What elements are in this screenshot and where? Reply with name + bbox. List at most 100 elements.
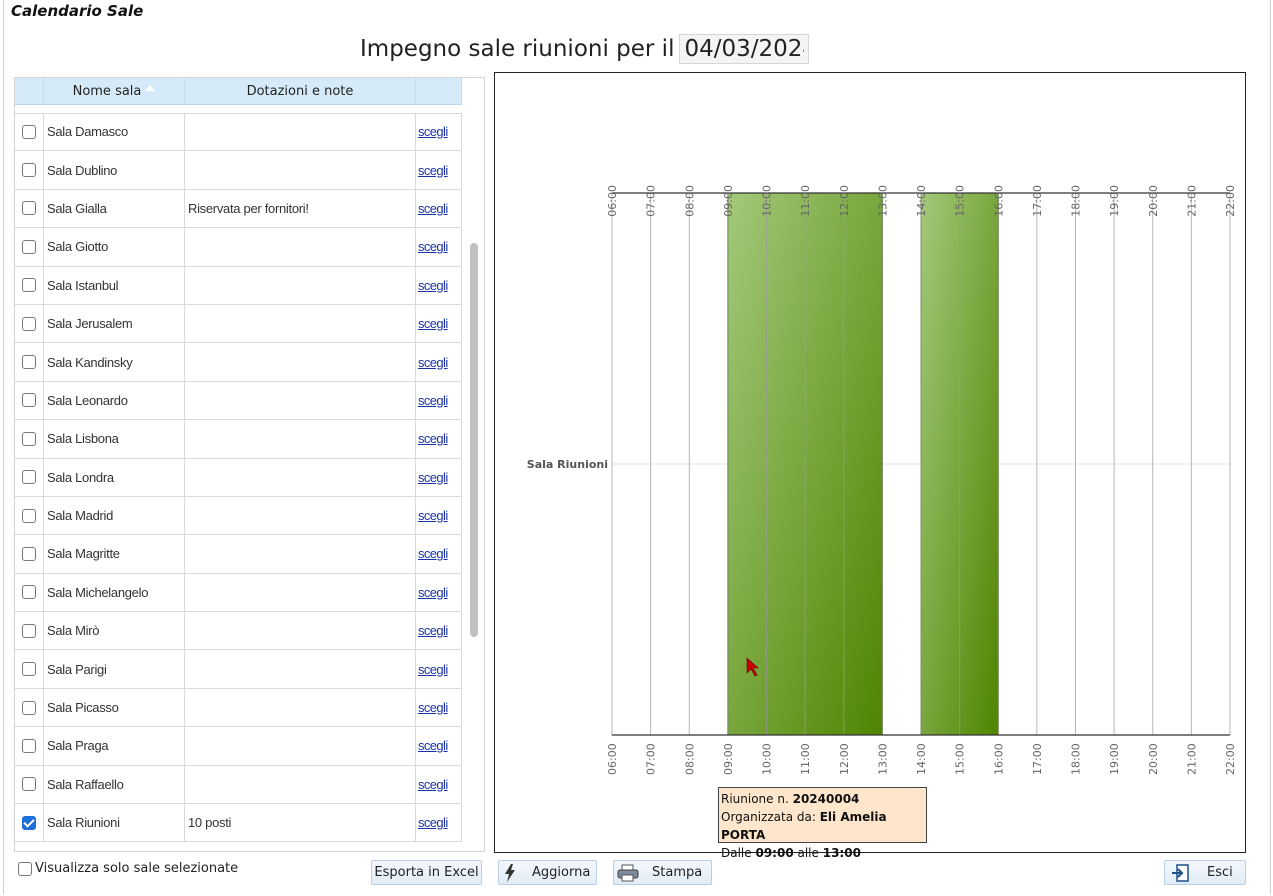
only-selected-label: Visualizza solo sale selezionate — [35, 861, 239, 876]
choose-room-link[interactable]: scegli — [418, 623, 448, 639]
table-row[interactable]: Sala Londra scegli — [15, 458, 462, 497]
room-notes-cell — [185, 688, 416, 727]
hour-label-top: 22:00 — [1224, 185, 1237, 217]
hour-label-top: 12:00 — [838, 185, 851, 217]
table-row[interactable]: Sala Praga scegli — [15, 727, 462, 766]
row-checkbox[interactable] — [22, 508, 36, 523]
table-row[interactable]: Sala Damasco scegli — [15, 113, 462, 152]
hour-label-bottom: 22:00 — [1224, 743, 1237, 775]
table-row[interactable]: Sala Michelangelo scegli — [15, 573, 462, 613]
row-checkbox[interactable] — [22, 316, 36, 331]
table-row[interactable]: Sala Gialla Riservata per fornitori! scegl… — [15, 189, 462, 229]
table-row[interactable]: Sala Leonardo scegli — [15, 381, 462, 421]
row-checkbox[interactable] — [22, 662, 36, 677]
table-row[interactable]: Sala Madrid scegli — [15, 496, 462, 536]
choose-room-link[interactable]: scegli — [418, 661, 448, 677]
date-input[interactable] — [679, 34, 810, 64]
row-checkbox[interactable] — [22, 623, 36, 638]
choose-room-link[interactable]: scegli — [418, 316, 448, 332]
choose-room-link[interactable]: scegli — [418, 700, 448, 716]
row-checkbox[interactable] — [22, 355, 36, 370]
row-checkbox[interactable] — [22, 124, 36, 139]
choose-room-link[interactable]: scegli — [418, 354, 448, 370]
choose-room-link[interactable]: scegli — [418, 508, 448, 524]
room-notes-cell — [185, 727, 416, 765]
header-notes[interactable]: Dotazioni e note — [185, 78, 416, 104]
row-checkbox[interactable] — [22, 278, 36, 293]
row-divider — [15, 113, 462, 114]
row-checkbox[interactable] — [22, 163, 36, 178]
table-row[interactable]: Sala Kandinsky scegli — [15, 343, 462, 382]
row-checkbox[interactable] — [22, 470, 36, 485]
row-checkbox[interactable] — [22, 431, 36, 446]
room-notes-cell: 10 posti — [185, 804, 416, 842]
choose-room-link[interactable]: scegli — [418, 277, 448, 293]
choose-room-link[interactable]: scegli — [418, 162, 448, 178]
hour-label-top: 09:00 — [722, 185, 735, 217]
choose-room-link[interactable]: scegli — [418, 776, 448, 792]
grid-scrollbar[interactable] — [462, 78, 484, 851]
table-row[interactable]: Sala Lisbona scegli — [15, 420, 462, 459]
row-checkbox[interactable] — [22, 815, 36, 830]
table-row[interactable]: Sala Raffaello scegli — [15, 765, 462, 805]
hour-label-bottom: 07:00 — [645, 743, 658, 775]
table-row[interactable]: Sala Jerusalem scegli — [15, 304, 462, 344]
room-action-cell: scegli — [416, 535, 462, 573]
hour-label-bottom: 17:00 — [1031, 743, 1044, 775]
row-checkbox[interactable] — [22, 700, 36, 715]
table-row[interactable]: Sala Istanbul scegli — [15, 266, 462, 305]
heading-label: Impegno sale riunioni per il — [360, 36, 675, 62]
room-notes-cell — [185, 266, 416, 304]
choose-room-link[interactable]: scegli — [418, 815, 448, 831]
only-selected-toggle[interactable]: Visualizza solo sale selezionate — [18, 861, 238, 876]
choose-room-link[interactable]: scegli — [418, 124, 448, 140]
hour-label-top: 11:00 — [799, 185, 812, 217]
room-name-cell: Sala Mirò — [44, 612, 185, 650]
hour-label-top: 19:00 — [1108, 185, 1121, 217]
room-name-cell: Sala Michelangelo — [44, 573, 185, 612]
row-checkbox[interactable] — [22, 546, 36, 561]
row-checkbox[interactable] — [22, 393, 36, 408]
grid-scroll-thumb[interactable] — [470, 243, 478, 637]
table-row[interactable]: Sala Giotto scegli — [15, 228, 462, 267]
row-checkbox[interactable] — [22, 201, 36, 216]
room-notes-cell — [185, 573, 416, 612]
refresh-button[interactable]: Aggiorna — [498, 860, 597, 885]
row-checkbox[interactable] — [22, 777, 36, 792]
row-select-cell — [15, 727, 44, 765]
table-row[interactable]: Sala Mirò scegli — [15, 612, 462, 651]
tooltip-meeting-number: 20240004 — [792, 792, 860, 806]
choose-room-link[interactable]: scegli — [418, 546, 448, 562]
choose-room-link[interactable]: scegli — [418, 431, 448, 447]
exit-button[interactable]: Esci — [1164, 860, 1246, 885]
table-row[interactable]: Sala Picasso scegli — [15, 688, 462, 728]
row-checkbox[interactable] — [22, 239, 36, 254]
choose-room-link[interactable]: scegli — [418, 239, 448, 255]
room-name-cell: Sala Dublino — [44, 151, 185, 189]
room-notes-cell — [185, 151, 416, 189]
row-checkbox[interactable] — [22, 585, 36, 600]
choose-room-link[interactable]: scegli — [418, 738, 448, 754]
choose-room-link[interactable]: scegli — [418, 200, 448, 216]
room-action-cell: scegli — [416, 151, 462, 189]
choose-room-link[interactable]: scegli — [418, 469, 448, 485]
row-checkbox[interactable] — [22, 738, 36, 753]
tooltip-line-organizer: Organizzata da: Eli Amelia PORTA — [721, 810, 887, 842]
refresh-label: Aggiorna — [532, 865, 591, 880]
row-select-cell — [15, 573, 44, 612]
choose-room-link[interactable]: scegli — [418, 392, 448, 408]
hour-label-bottom: 10:00 — [761, 743, 774, 775]
table-row[interactable]: Sala Dublino scegli — [15, 151, 462, 190]
print-button[interactable]: Stampa — [613, 860, 712, 885]
row-select-cell — [15, 612, 44, 650]
room-action-cell: scegli — [416, 727, 462, 765]
only-selected-checkbox[interactable] — [18, 861, 32, 876]
choose-room-link[interactable]: scegli — [418, 584, 448, 600]
header-room-name[interactable]: Nome sala — [44, 78, 185, 104]
table-row[interactable]: Sala Parigi scegli — [15, 650, 462, 689]
table-row[interactable]: Sala Riunioni 10 posti scegli — [15, 804, 462, 843]
room-notes-cell — [185, 304, 416, 343]
room-row-label: Sala Riunioni — [527, 458, 608, 471]
table-row[interactable]: Sala Magritte scegli — [15, 535, 462, 574]
export-excel-button[interactable]: Esporta in Excel — [371, 860, 482, 885]
